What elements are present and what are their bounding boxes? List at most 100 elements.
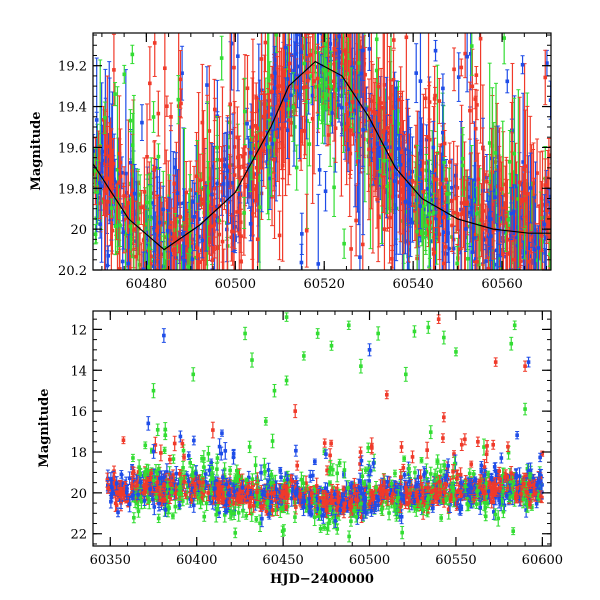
- data-point: [491, 439, 496, 450]
- data-point: [240, 503, 245, 518]
- data-point: [247, 440, 252, 454]
- data-point: [214, 462, 219, 476]
- data-point: [362, 480, 367, 487]
- data-point: [253, 456, 258, 475]
- data-point: [402, 455, 407, 462]
- outlier-point: [315, 328, 320, 339]
- outlier-point: [367, 343, 372, 357]
- data-point: [130, 453, 135, 463]
- data-point: [170, 221, 175, 270]
- outlier-point: [250, 352, 255, 368]
- x-tick-label: 60550: [435, 553, 476, 568]
- x-tick-label: 60520: [304, 277, 345, 292]
- data-point: [194, 160, 199, 193]
- data-point: [182, 453, 187, 461]
- bottom-data-points: [105, 312, 545, 543]
- outlier-point: [485, 440, 490, 452]
- data-point: [337, 458, 342, 468]
- data-point: [278, 466, 283, 474]
- data-point: [131, 512, 136, 524]
- data-point: [210, 421, 215, 439]
- data-point: [156, 513, 161, 524]
- y-tick-label: 16: [70, 405, 87, 420]
- data-point: [322, 438, 327, 448]
- data-point: [167, 454, 172, 465]
- data-point: [279, 472, 284, 482]
- outlier-point: [284, 312, 289, 322]
- data-point: [187, 269, 192, 270]
- data-point: [164, 95, 169, 117]
- data-point: [546, 137, 551, 270]
- data-point: [191, 435, 196, 446]
- outlier-point: [523, 360, 528, 372]
- outlier-point: [243, 326, 248, 341]
- data-point: [425, 441, 430, 459]
- data-point: [440, 433, 445, 443]
- outlier-point: [441, 412, 446, 423]
- bottom-x-axis-title: HJD−2400000: [270, 572, 374, 587]
- data-point: [435, 454, 440, 469]
- data-point: [183, 275, 187, 293]
- outlier-point: [453, 347, 458, 357]
- data-point: [168, 102, 173, 132]
- data-point: [235, 33, 240, 92]
- outlier-point: [526, 356, 531, 368]
- data-point: [158, 444, 163, 462]
- data-point: [483, 511, 488, 522]
- data-point: [171, 454, 176, 464]
- data-point: [270, 433, 275, 449]
- data-point: [399, 441, 404, 453]
- data-point: [414, 43, 419, 104]
- x-tick-label: 60480: [126, 277, 167, 292]
- data-point: [242, 77, 247, 146]
- data-point: [223, 442, 228, 460]
- data-point: [367, 33, 372, 71]
- y-tick-label: 14: [70, 364, 87, 379]
- data-point: [219, 35, 224, 81]
- x-tick-label: 60450: [262, 553, 303, 568]
- data-point: [455, 245, 460, 270]
- data-point: [299, 212, 304, 256]
- outlier-point: [161, 328, 166, 343]
- data-point: [259, 464, 264, 481]
- data-point: [329, 439, 334, 447]
- data-point: [439, 514, 444, 522]
- data-point: [307, 0, 311, 5]
- data-point: [502, 33, 507, 65]
- outlier-point: [426, 320, 431, 334]
- outlier-point: [523, 402, 528, 416]
- data-point: [270, 167, 275, 227]
- data-point: [543, 49, 548, 106]
- data-point: [277, 210, 282, 261]
- y-tick-label: 20.2: [58, 264, 87, 279]
- data-point: [419, 457, 424, 464]
- x-tick-label: 60500: [215, 277, 256, 292]
- top-data-points: [93, 0, 551, 293]
- data-point: [294, 144, 299, 191]
- data-point: [440, 73, 445, 104]
- y-tick-label: 19.4: [58, 101, 87, 116]
- data-point: [342, 228, 347, 259]
- data-point: [401, 463, 406, 472]
- data-point: [412, 466, 417, 479]
- data-point: [400, 525, 405, 540]
- y-tick-label: 18: [70, 446, 87, 461]
- y-tick-label: 20: [70, 487, 87, 502]
- data-point: [219, 429, 224, 437]
- data-point: [347, 530, 352, 543]
- x-tick-label: 60560: [481, 277, 522, 292]
- top-plot-area: [93, 0, 551, 293]
- data-point: [295, 460, 300, 471]
- outlier-point: [263, 417, 268, 426]
- outlier-point: [191, 367, 196, 382]
- data-point: [392, 469, 397, 478]
- data-point: [317, 154, 322, 186]
- top-y-axis-title: Magnitude: [29, 111, 44, 190]
- x-tick-label: 60400: [176, 553, 217, 568]
- outlier-point: [403, 366, 408, 382]
- data-point: [228, 466, 233, 475]
- data-point: [327, 480, 332, 487]
- data-point: [231, 33, 236, 114]
- data-point: [515, 431, 520, 440]
- data-point: [215, 453, 220, 463]
